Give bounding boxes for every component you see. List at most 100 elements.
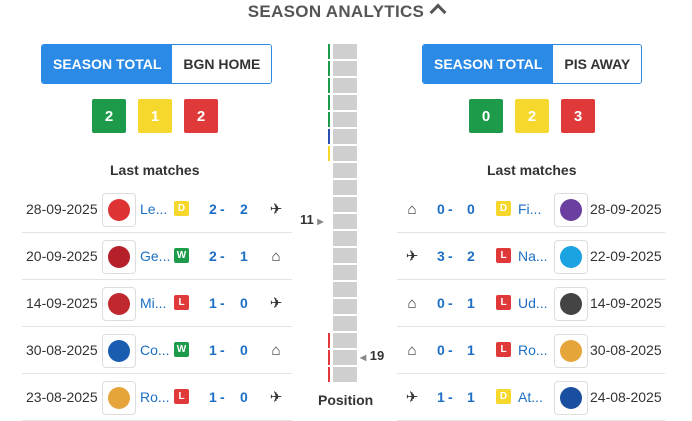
score-a: 1 (437, 389, 445, 405)
plane-icon: ✈ (269, 295, 283, 312)
match-row[interactable]: 30-08-2025 L Ro... 0-1 ⌂ (397, 327, 665, 374)
match-row[interactable]: 28-09-2025 D Fi... 0-0 ⌂ (397, 186, 665, 233)
team-logo[interactable] (102, 287, 136, 321)
opponent-name[interactable]: Ro... (518, 342, 548, 358)
team-logo[interactable] (554, 193, 588, 227)
position-slot (333, 367, 357, 382)
opponent-name[interactable]: Le... (140, 201, 168, 217)
position-slot (333, 163, 357, 178)
right-record-badges: 0 2 3 (469, 99, 595, 133)
score-b: 0 (240, 389, 248, 405)
opponent-name[interactable]: Ud... (518, 295, 548, 311)
match-date: 20-09-2025 (26, 248, 98, 264)
score-b: 1 (467, 342, 475, 358)
score-a: 0 (437, 342, 445, 358)
plane-icon: ✈ (269, 201, 283, 218)
score-a: 2 (209, 201, 217, 217)
club-crest-icon (108, 199, 130, 221)
position-slot (333, 180, 357, 195)
score-separator: - (448, 389, 453, 405)
left-toggle-group: SEASON TOTAL BGN HOME (41, 44, 273, 84)
match-date: 28-09-2025 (590, 201, 662, 217)
club-crest-icon (560, 246, 582, 268)
left-wins-badge: 2 (92, 99, 126, 133)
score-a: 0 (437, 201, 445, 217)
opponent-name[interactable]: Fi... (518, 201, 542, 217)
result-badge: L (174, 389, 189, 404)
match-date: 28-09-2025 (26, 201, 98, 217)
match-date: 14-09-2025 (590, 295, 662, 311)
club-crest-icon (108, 293, 130, 315)
left-home-button[interactable]: BGN HOME (172, 45, 272, 83)
match-date: 22-09-2025 (590, 248, 662, 264)
zone-marker (328, 44, 330, 59)
team-logo[interactable] (102, 334, 136, 368)
team-logo[interactable] (554, 381, 588, 415)
score-separator: - (448, 295, 453, 311)
match-row[interactable]: 14-09-2025 L Ud... 0-1 ⌂ (397, 280, 665, 327)
opponent-name[interactable]: Na... (518, 248, 548, 264)
position-slot (333, 112, 357, 127)
team-logo[interactable] (102, 193, 136, 227)
right-away-button[interactable]: PIS AWAY (553, 45, 642, 83)
match-date: 14-09-2025 (26, 295, 98, 311)
home-icon: ⌂ (407, 341, 417, 359)
match-row[interactable]: 28-09-2025 D Le... 2-2 ✈ (22, 186, 292, 233)
opponent-name[interactable]: Ge... (140, 248, 171, 264)
plane-icon: ✈ (405, 248, 419, 265)
score-b: 0 (240, 342, 248, 358)
result-badge: L (496, 295, 511, 310)
zone-marker (328, 350, 330, 365)
section-title: SEASON ANALYTICS (247, 2, 425, 21)
score-a: 2 (209, 248, 217, 264)
match-row[interactable]: 23-08-2025 L Ro... 1-0 ✈ (22, 374, 292, 421)
score-separator: - (220, 201, 225, 217)
team-logo[interactable] (554, 334, 588, 368)
match-row[interactable]: 14-09-2025 L Mi... 1-0 ✈ (22, 280, 292, 327)
result-badge: L (496, 342, 511, 357)
team-logo[interactable] (102, 240, 136, 274)
arrow-left-icon: ◀ (360, 353, 367, 362)
right-season-total-button[interactable]: SEASON TOTAL (423, 45, 554, 83)
chevron-up-icon (429, 3, 447, 21)
left-position-marker: 11 ▶ (300, 212, 324, 227)
season-analytics-header[interactable]: SEASON ANALYTICS (0, 2, 692, 22)
left-season-total-button[interactable]: SEASON TOTAL (42, 45, 173, 83)
left-draws-badge: 1 (138, 99, 172, 133)
score-separator: - (448, 342, 453, 358)
right-last-matches-title: Last matches (487, 162, 577, 178)
score-b: 0 (467, 201, 475, 217)
team-logo[interactable] (554, 240, 588, 274)
home-icon: ⌂ (407, 200, 417, 218)
score-separator: - (448, 248, 453, 264)
zone-marker (328, 367, 330, 382)
score-b: 2 (467, 248, 475, 264)
match-row[interactable]: 20-09-2025 W Ge... 2-1 ⌂ (22, 233, 292, 280)
result-badge: W (174, 248, 189, 263)
match-row[interactable]: 30-08-2025 W Co... 1-0 ⌂ (22, 327, 292, 374)
opponent-name[interactable]: Ro... (140, 389, 170, 405)
score-a: 0 (437, 295, 445, 311)
position-slot (333, 265, 357, 280)
opponent-name[interactable]: Mi... (140, 295, 167, 311)
arrow-right-icon: ▶ (317, 217, 324, 226)
score-a: 3 (437, 248, 445, 264)
score-separator: - (220, 342, 225, 358)
score-b: 1 (467, 389, 475, 405)
zone-marker (328, 61, 330, 76)
home-icon: ⌂ (407, 294, 417, 312)
match-row[interactable]: 22-09-2025 L Na... 3-2 ✈ (397, 233, 665, 280)
club-crest-icon (560, 293, 582, 315)
opponent-name[interactable]: Co... (140, 342, 170, 358)
team-logo[interactable] (554, 287, 588, 321)
zone-marker (328, 112, 330, 127)
zone-marker (328, 333, 330, 348)
position-slot (333, 282, 357, 297)
opponent-name[interactable]: At... (518, 389, 543, 405)
score-separator: - (220, 248, 225, 264)
club-crest-icon (108, 246, 130, 268)
team-logo[interactable] (102, 381, 136, 415)
match-row[interactable]: 24-08-2025 D At... 1-1 ✈ (397, 374, 665, 421)
position-slot (333, 299, 357, 314)
result-badge: D (174, 201, 189, 216)
